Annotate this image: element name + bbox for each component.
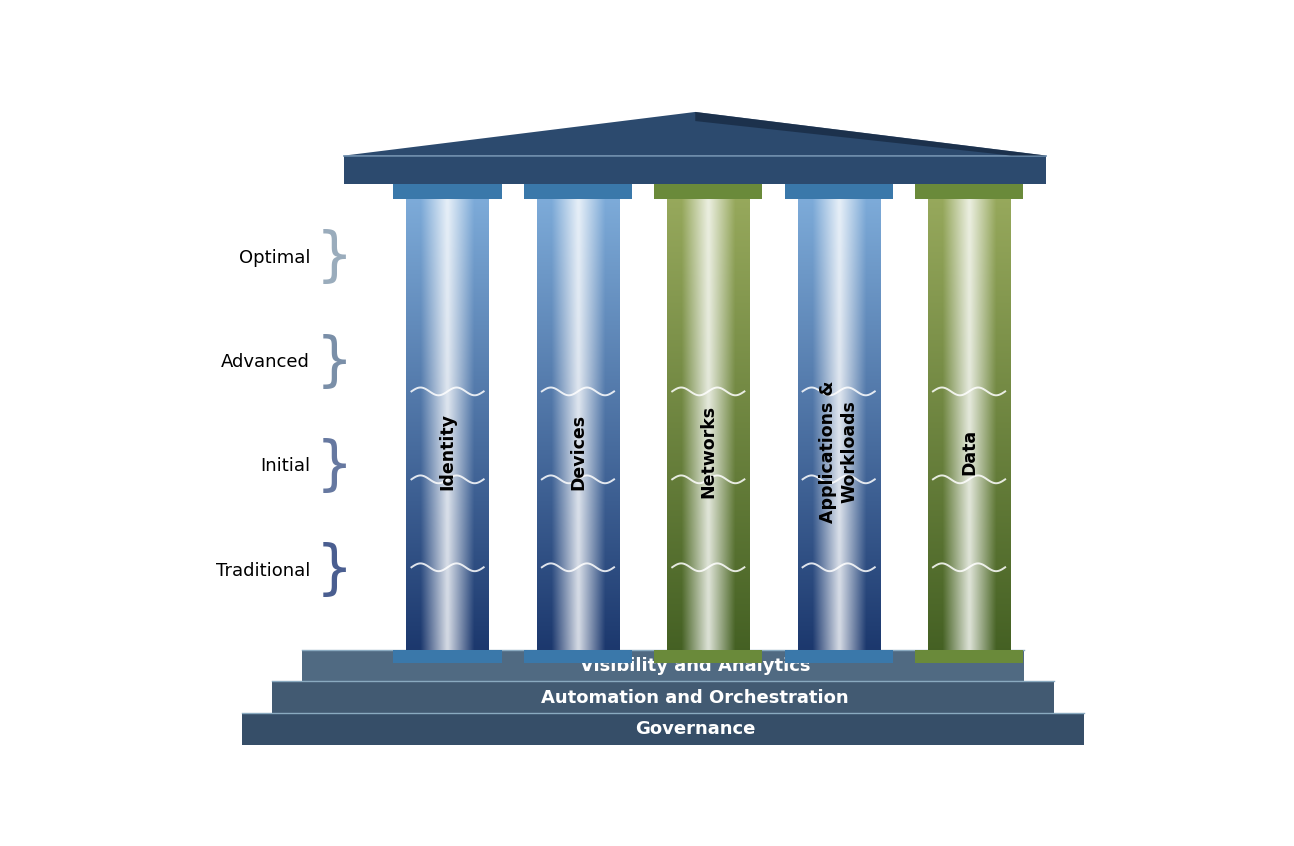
Text: Initial: Initial [260,458,311,475]
FancyBboxPatch shape [915,650,1024,663]
FancyBboxPatch shape [524,182,631,200]
Text: Optimal: Optimal [238,249,311,266]
FancyBboxPatch shape [272,681,1055,714]
Text: Applications &
Workloads: Applications & Workloads [819,381,858,523]
Polygon shape [344,112,1047,156]
Text: Automation and Orchestration: Automation and Orchestration [541,689,849,706]
FancyBboxPatch shape [302,650,1025,683]
Text: }: } [316,438,353,495]
Text: Devices: Devices [569,414,587,490]
FancyBboxPatch shape [915,182,1024,200]
FancyBboxPatch shape [344,156,1047,184]
FancyBboxPatch shape [784,182,893,200]
Text: }: } [316,229,353,286]
Text: Visibility and Analytics: Visibility and Analytics [580,657,810,675]
Polygon shape [695,112,1047,156]
Text: Advanced: Advanced [221,353,311,371]
Text: Networks: Networks [699,405,717,498]
FancyBboxPatch shape [242,712,1084,745]
FancyBboxPatch shape [655,182,762,200]
FancyBboxPatch shape [655,650,762,663]
FancyBboxPatch shape [393,182,502,200]
FancyBboxPatch shape [784,650,893,663]
FancyBboxPatch shape [393,650,502,663]
Text: Governance: Governance [635,720,756,738]
Text: Traditional: Traditional [216,562,311,580]
Text: }: } [316,542,353,599]
FancyBboxPatch shape [524,650,631,663]
Text: Data: Data [960,429,978,475]
Text: }: } [316,333,353,391]
Text: Identity: Identity [439,413,457,490]
